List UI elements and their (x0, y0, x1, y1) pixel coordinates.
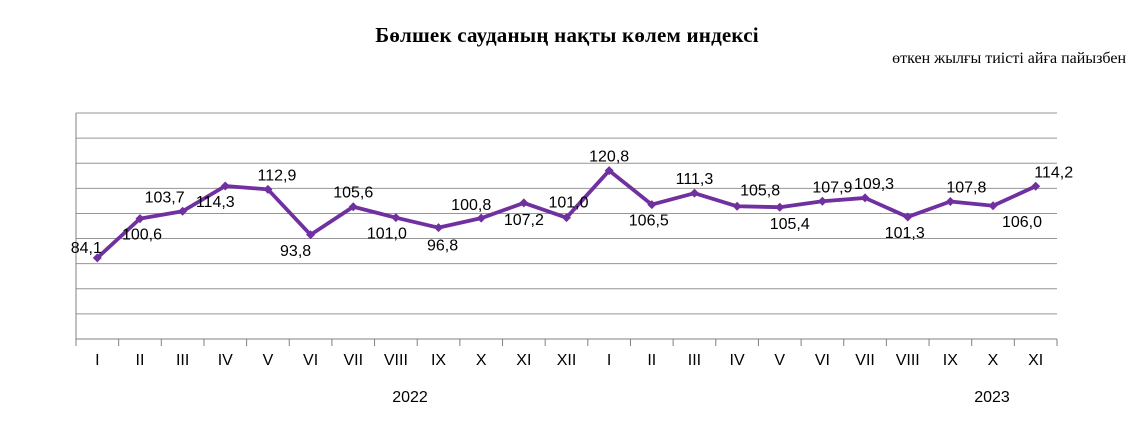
x-axis-label: V (263, 352, 274, 369)
x-axis-label: I (95, 352, 99, 369)
chart-subtitle: өткен жылғы тиісті айға пайызбен (892, 50, 1126, 67)
data-point-marker (817, 196, 827, 206)
x-axis-label: VIII (896, 352, 920, 369)
x-axis-label: VII (343, 352, 363, 369)
x-axis-label: II (136, 352, 145, 369)
x-axis-label: III (688, 352, 701, 369)
x-axis-label: XI (516, 352, 531, 369)
data-point-marker (860, 193, 870, 203)
x-axis-label: VI (815, 352, 830, 369)
data-label: 105,6 (333, 185, 373, 202)
data-label: 106,5 (629, 213, 669, 230)
data-point-marker (434, 223, 444, 233)
data-point-marker (604, 166, 614, 176)
data-point-marker (92, 253, 102, 263)
x-axis-label: I (607, 352, 611, 369)
x-axis-label: IV (218, 352, 233, 369)
data-point-marker (775, 202, 785, 212)
x-axis-label: III (176, 352, 189, 369)
x-axis-label: XII (557, 352, 577, 369)
x-axis-label: XI (1028, 352, 1043, 369)
year-label: 2023 (974, 389, 1010, 406)
data-label: 107,9 (812, 179, 852, 196)
data-point-marker (263, 184, 273, 194)
x-axis-label: VI (303, 352, 318, 369)
data-label: 106,0 (1002, 214, 1042, 231)
data-point-marker (135, 214, 145, 224)
data-label: 84,1 (71, 240, 102, 257)
year-label: 2022 (392, 389, 428, 406)
data-label: 112,9 (258, 167, 297, 184)
chart-title: Бөлшек сауданың нақты көлем индексі (375, 23, 759, 47)
data-point-marker (647, 200, 657, 210)
data-label: 107,8 (946, 179, 986, 196)
x-axis-label: V (774, 352, 785, 369)
data-point-marker (1031, 181, 1041, 191)
data-label: 109,3 (854, 176, 894, 193)
data-label: 96,8 (427, 238, 458, 255)
x-axis-label: VII (855, 352, 875, 369)
data-label: 103,7 (145, 189, 185, 206)
data-point-marker (178, 206, 188, 216)
data-label: 120,8 (589, 149, 629, 166)
x-axis-label: IV (730, 352, 745, 369)
data-point-marker (988, 201, 998, 211)
data-point-marker (689, 188, 699, 198)
data-label: 101,0 (367, 226, 407, 243)
data-label: 100,8 (451, 197, 491, 214)
x-axis-label: VIII (384, 352, 408, 369)
data-point-marker (945, 196, 955, 206)
data-label: 105,8 (740, 182, 780, 199)
data-point-marker (732, 201, 742, 211)
data-label: 105,4 (770, 216, 810, 233)
data-label: 100,6 (122, 227, 162, 244)
data-point-marker (391, 213, 401, 223)
data-label: 107,2 (504, 212, 544, 229)
x-axis-label: X (476, 352, 487, 369)
x-axis-label: IX (943, 352, 958, 369)
data-point-marker (220, 181, 230, 191)
data-point-marker (562, 213, 571, 223)
data-point-marker (306, 230, 316, 240)
x-axis-label: X (988, 352, 999, 369)
x-axis-label: IX (431, 352, 446, 369)
data-point-marker (348, 202, 358, 212)
x-axis-label: II (647, 352, 656, 369)
data-label: 111,3 (676, 171, 714, 188)
data-label: 114,2 (1034, 164, 1073, 181)
data-point-marker (519, 198, 529, 208)
data-label: 101,3 (885, 225, 925, 242)
data-point-marker (903, 212, 913, 222)
data-point-marker (476, 213, 486, 223)
data-label: 93,8 (280, 243, 311, 260)
data-label: 114,3 (196, 194, 235, 211)
data-label: 101,0 (548, 195, 588, 212)
